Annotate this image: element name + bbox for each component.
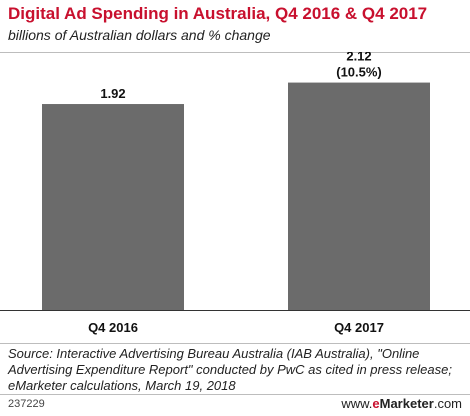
chart-subtitle: billions of Australian dollars and % cha… — [8, 27, 271, 43]
bottom-divider — [0, 343, 470, 344]
category-label: Q4 2016 — [88, 320, 138, 335]
brand-e: e — [372, 396, 380, 411]
change-label: (10.5%) — [336, 65, 382, 80]
emarketer-logo[interactable]: www.eMarketer.com — [341, 396, 462, 411]
top-divider — [0, 52, 470, 53]
source-note: Source: Interactive Advertising Bureau A… — [8, 346, 452, 393]
bar-q4-2017 — [288, 82, 430, 310]
brand-www: www. — [341, 396, 373, 411]
category-label: Q4 2017 — [334, 320, 384, 335]
bar-q4-2016 — [42, 104, 184, 310]
brand-name: Marketer — [379, 396, 434, 411]
footer-divider — [0, 394, 470, 395]
bar-chart: 1.92 Q4 2016 2.12(10.5%) Q4 2017 — [0, 52, 470, 335]
brand-domain: .com — [433, 396, 462, 411]
data-label: 1.92 — [100, 86, 125, 101]
data-label: 2.12 — [346, 52, 371, 64]
chart-title: Digital Ad Spending in Australia, Q4 201… — [8, 4, 428, 23]
chart-id: 237229 — [8, 398, 45, 410]
